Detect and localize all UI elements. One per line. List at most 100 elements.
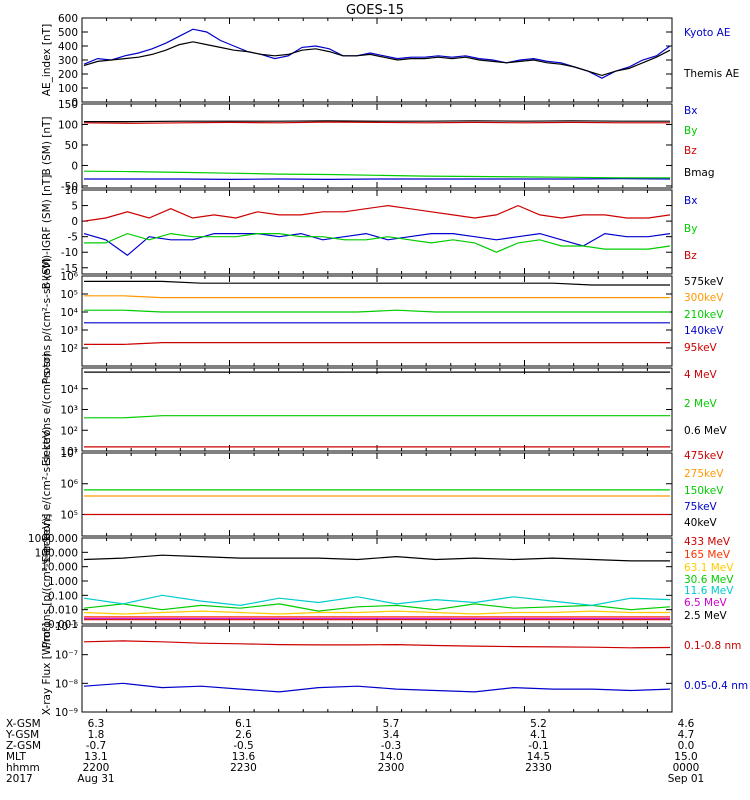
ephemeris-value: 6.3	[88, 718, 105, 730]
y-tick-label: 100.000	[35, 547, 78, 559]
y-tick-label: 10³	[60, 325, 78, 337]
panel-frame	[81, 275, 673, 367]
y-tick-label: 10⁴	[60, 307, 78, 319]
y-tick-label: -5	[68, 232, 78, 244]
ephemeris-value: 4.6	[678, 718, 695, 730]
y-tick-label: 10⁵	[60, 509, 78, 521]
y-tick-label: 10³	[60, 405, 78, 417]
ephemeris-value: 5.7	[383, 718, 400, 730]
ephemeris-value: -0.3	[381, 740, 402, 752]
legend-label: By	[684, 125, 697, 137]
y-tick-label: 10⁻⁶	[55, 621, 78, 633]
series-line	[84, 120, 670, 123]
y-tick-label: 10.000	[41, 562, 78, 574]
y-tick-label: 10	[65, 185, 78, 197]
legend-label: Bx	[684, 195, 697, 207]
legend-label: 210keV	[684, 309, 724, 321]
legend-label: 75keV	[684, 501, 718, 513]
ephemeris-label: hhmm	[6, 762, 40, 774]
ephemeris-value: 2230	[230, 762, 257, 774]
legend-label: 2.5 MeV	[684, 610, 728, 622]
y-tick-label: 100	[58, 83, 78, 95]
legend-label: Themis AE	[683, 68, 739, 80]
y-tick-label: 10⁻⁷	[55, 650, 78, 662]
series-line	[83, 121, 670, 124]
y-tick-label: 10¹	[60, 446, 78, 458]
y-tick-label: 150	[58, 99, 78, 111]
y-tick-label: 0.001	[48, 619, 78, 631]
legend-label: Kyoto AE	[684, 27, 730, 39]
y-tick-label: 300	[58, 55, 78, 67]
y-tick-label: -15	[61, 263, 78, 275]
panel-frame	[81, 189, 673, 275]
y-tick-label: 400	[58, 41, 78, 53]
series-line	[83, 170, 670, 179]
series-line	[83, 41, 671, 77]
ephemeris-value: 14.0	[379, 751, 402, 763]
ephemeris-value: 4.7	[678, 729, 695, 741]
panel-frame	[81, 17, 673, 103]
y-axis-label: B (SM)-IGRF (SM) [nT]	[41, 175, 53, 290]
ephemeris-value: 6.1	[235, 718, 252, 730]
legend-label: 0.6 MeV	[684, 425, 728, 437]
series-line	[83, 232, 671, 257]
legend-label: 165 MeV	[684, 549, 731, 561]
series-line	[83, 204, 671, 222]
legend-label: Bz	[684, 250, 697, 262]
legend-label: By	[684, 223, 697, 235]
y-tick-label: 1.000	[48, 576, 78, 588]
y-tick-label: 50	[65, 140, 78, 152]
legend-label: 0.05-0.4 nm	[684, 680, 748, 692]
ephemeris-label: Y-GSM	[5, 729, 39, 741]
panel-frame	[81, 452, 673, 537]
y-tick-label: 10⁻⁸	[55, 678, 78, 690]
legend-label: 150keV	[684, 485, 724, 497]
legend-label: Bz	[684, 145, 697, 157]
series-line	[84, 415, 670, 419]
legend-label: Bmag	[684, 167, 715, 179]
ephemeris-value: 15.0	[674, 751, 697, 763]
legend-label: 0.1-0.8 nm	[684, 640, 741, 652]
legend-label: 433 MeV	[684, 536, 731, 548]
series-line	[84, 342, 670, 345]
series-line	[83, 640, 671, 649]
legend-label: 63.1 MeV	[684, 562, 734, 574]
ephemeris-value: Aug 31	[77, 773, 114, 785]
y-tick-label: 5	[71, 201, 78, 213]
legend-label: Bx	[684, 105, 697, 117]
y-axis-label: Electrons e/(cm²-s-sr)	[41, 353, 53, 466]
ephemeris-value: 2.6	[235, 729, 252, 741]
legend-label: 2 MeV	[684, 398, 718, 410]
ephemeris-value: -0.7	[86, 740, 107, 752]
y-tick-label: 10⁶	[60, 271, 78, 283]
y-tick-label: -10	[61, 247, 78, 259]
ephemeris-value: 2330	[525, 762, 552, 774]
ephemeris-value: 3.4	[383, 729, 400, 741]
series-line	[83, 682, 671, 693]
series-line	[84, 280, 670, 286]
ephemeris-label: 2017	[6, 773, 33, 785]
legend-label: 475keV	[684, 450, 724, 462]
ephemeris-label: MLT	[6, 751, 26, 763]
y-tick-label: 1000.000	[28, 533, 78, 545]
series-line	[84, 232, 671, 253]
y-tick-label: 0	[71, 160, 78, 172]
series-line	[83, 610, 670, 615]
ephemeris-value: -0.5	[233, 740, 254, 752]
y-axis-label: Protons [p/(cm²-s-sr-keV)]	[41, 514, 53, 649]
y-tick-label: 500	[58, 27, 78, 39]
series-line	[84, 177, 671, 181]
series-line	[83, 594, 671, 607]
y-tick-label: 600	[58, 13, 78, 25]
ephemeris-value: 14.5	[527, 751, 550, 763]
legend-label: 140keV	[684, 325, 724, 337]
ephemeris-value: 0.0	[678, 740, 695, 752]
series-line	[84, 295, 670, 299]
legend-label: 275keV	[684, 468, 724, 480]
legend-label: 11.6 MeV	[684, 585, 734, 597]
legend-label: 30.6 MeV	[684, 574, 734, 586]
y-axis-label: AE_index [nT]	[41, 24, 53, 96]
